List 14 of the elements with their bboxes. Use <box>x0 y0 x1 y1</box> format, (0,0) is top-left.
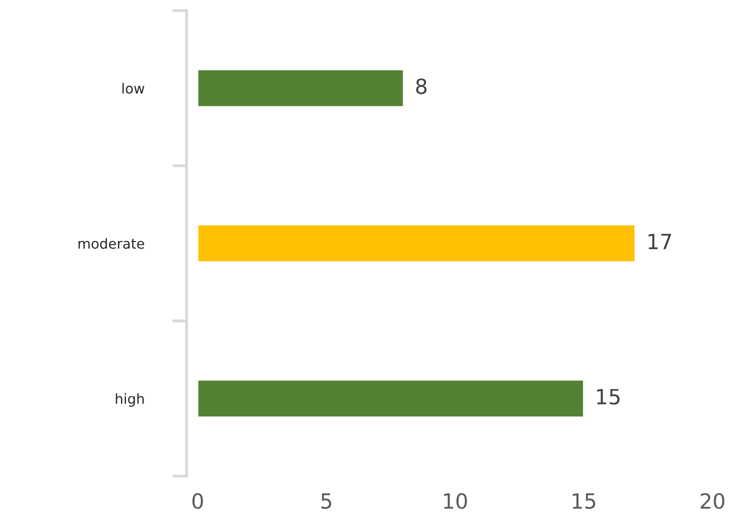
bar <box>198 224 636 263</box>
data-label: 8 <box>416 78 427 94</box>
data-label: 15 <box>597 389 620 405</box>
data-label: 17 <box>648 234 672 250</box>
bar <box>198 68 404 108</box>
x-tick-label: 5 <box>321 493 332 509</box>
y-tick-label: moderate <box>78 238 144 249</box>
y-tick-label: low <box>122 82 144 94</box>
bar <box>198 379 584 418</box>
x-tick-label: 10 <box>444 493 467 509</box>
y-tick-label: high <box>116 393 144 407</box>
x-tick-label: 15 <box>572 493 596 509</box>
x-tick-label: 0 <box>192 493 203 509</box>
x-tick-label: 20 <box>700 493 724 509</box>
